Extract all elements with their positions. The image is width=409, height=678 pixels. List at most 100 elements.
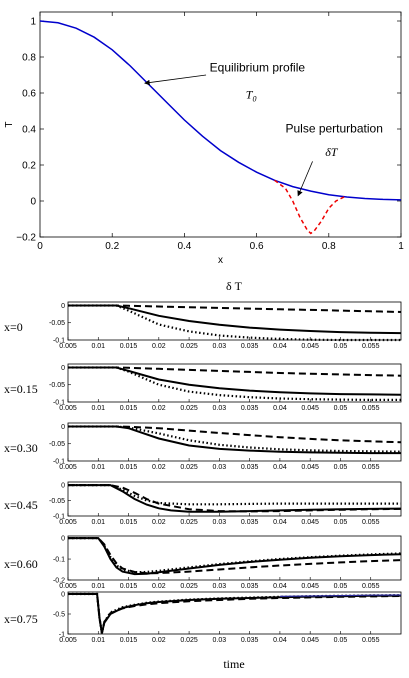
panel-x-tick-label: 0.015 bbox=[120, 405, 138, 412]
panel-y-tick-label: -0.1 bbox=[53, 400, 65, 407]
panel-y-tick-label: -0.05 bbox=[49, 382, 65, 389]
panel-x-tick-label: 0.03 bbox=[213, 583, 227, 590]
panel-x-tick-label: 0.015 bbox=[120, 583, 138, 590]
panel-label: x=0.60 bbox=[4, 557, 38, 571]
annotation-t0: T0 bbox=[246, 87, 257, 103]
panel-x-tick-label: 0.045 bbox=[301, 464, 319, 471]
panel-series-dashed bbox=[68, 593, 401, 634]
panel-label: x=0.45 bbox=[4, 498, 38, 512]
panel-x-tick-label: 0.01 bbox=[91, 637, 105, 644]
x-tick-label: 0.2 bbox=[105, 241, 119, 252]
y-tick-label: 0.8 bbox=[22, 53, 36, 64]
panel-y-tick-label: -1 bbox=[59, 632, 65, 639]
panel-x-tick-label: 0.025 bbox=[180, 637, 198, 644]
panel-label: x=0 bbox=[4, 320, 23, 334]
panel-x-tick-label: 0.02 bbox=[152, 583, 166, 590]
panel-x-tick-label: 0.005 bbox=[59, 405, 77, 412]
equilibrium-profile-chart: 0 0.2 0.4 0.6 0.8 1−0.200.20.40.60.81xTEquili… bbox=[4, 11, 404, 266]
panel-series-solid bbox=[68, 593, 401, 634]
panel-frame bbox=[67, 363, 402, 403]
panel-x-tick-label: 0.055 bbox=[362, 464, 380, 471]
panel-x-tick-label: 0.02 bbox=[152, 519, 166, 526]
panel-series-solid bbox=[68, 425, 401, 455]
panel-x-tick-label: 0.045 bbox=[301, 519, 319, 526]
panel-series-solid-blue bbox=[279, 594, 401, 597]
panel-x-tick-label: 0.01 bbox=[91, 519, 105, 526]
panel-x-tick-label: 0.04 bbox=[273, 519, 287, 526]
panel-x-tick-label: 0.005 bbox=[59, 464, 77, 471]
panel-x-tick-label: 0.03 bbox=[213, 343, 227, 350]
panel-x-tick-label: 0.02 bbox=[152, 637, 166, 644]
panel-series-dotted bbox=[68, 304, 401, 342]
panel-x-tick-label: 0.01 bbox=[91, 583, 105, 590]
panel-x-tick-label: 0.005 bbox=[59, 343, 77, 350]
panel-series-dashed bbox=[68, 537, 401, 575]
panel-x-tick-label: 0.04 bbox=[273, 405, 287, 412]
panel-series-dotted bbox=[68, 536, 401, 574]
panel-series-dashed bbox=[68, 425, 401, 444]
panel-x-tick-label: 0.05 bbox=[334, 519, 348, 526]
panel-x-tick-label: 0.02 bbox=[152, 343, 166, 350]
panel-x-tick-label: 0.04 bbox=[273, 637, 287, 644]
x-axis-label: x bbox=[218, 255, 223, 266]
series-line-equilibrium-profile bbox=[39, 20, 402, 201]
panel-series-dotted bbox=[68, 592, 401, 634]
x-axis-label: time bbox=[223, 657, 244, 671]
panel-y-tick-label: 0 bbox=[61, 424, 65, 431]
panel-x-tick-label: 0.015 bbox=[120, 343, 138, 350]
panel-x-tick-label: 0.05 bbox=[334, 405, 348, 412]
panel-x-tick-label: 0.035 bbox=[241, 519, 259, 526]
panel-y-tick-label: -0.1 bbox=[53, 557, 65, 564]
panel-series-solid bbox=[68, 484, 401, 513]
panel-x-tick-label: 0.055 bbox=[362, 637, 380, 644]
panel-x-tick-label: 0.015 bbox=[120, 637, 138, 644]
panel-x-tick-label: 0.055 bbox=[362, 405, 380, 412]
x-tick-label: 1 bbox=[398, 241, 404, 252]
panel-x-tick-label: 0.005 bbox=[59, 519, 77, 526]
panel-y-tick-label: -0.1 bbox=[53, 514, 65, 521]
panel-y-tick-label: 0 bbox=[61, 365, 65, 372]
panel-x-tick-label: 0.01 bbox=[91, 343, 105, 350]
panel-x-tick-label: 0.005 bbox=[59, 637, 77, 644]
panel-series-dashed bbox=[68, 366, 401, 377]
panel-frame bbox=[67, 301, 402, 341]
panel-y-tick-label: 0 bbox=[61, 303, 65, 310]
panel-label: x=0.15 bbox=[4, 382, 38, 396]
panel-x-tick-label: 0.05 bbox=[334, 464, 348, 471]
panel-y-tick-label: 0 bbox=[61, 536, 65, 543]
panel-x-tick-label: 0.02 bbox=[152, 464, 166, 471]
panel-title: δ T bbox=[226, 279, 243, 293]
panel-x-tick-label: 0.05 bbox=[334, 343, 348, 350]
panel-y-tick-label: 0 bbox=[61, 483, 65, 490]
panel-x-tick-label: 0.055 bbox=[362, 583, 380, 590]
panel-x-tick-label: 0.03 bbox=[213, 464, 227, 471]
panel-y-tick-label: -0.5 bbox=[53, 612, 65, 619]
panel-x-tick-label: 0.055 bbox=[362, 519, 380, 526]
panel-label: x=0.30 bbox=[4, 441, 38, 455]
panel-x-tick-label: 0.045 bbox=[301, 583, 319, 590]
panel-y-tick-label: -0.05 bbox=[49, 320, 65, 327]
panel-x-tick-label: 0.01 bbox=[91, 464, 105, 471]
y-axis-label: T bbox=[4, 121, 15, 127]
panel-y-tick-label: -0.2 bbox=[53, 578, 65, 585]
panel-x-tick-label: 0.02 bbox=[152, 405, 166, 412]
panel-series-solid bbox=[68, 366, 401, 396]
panel-x-tick-label: 0.005 bbox=[59, 583, 77, 590]
x-tick-label: 0.6 bbox=[250, 241, 264, 252]
x-tick-label: 0.8 bbox=[322, 241, 336, 252]
annotation-delta-t: δT bbox=[325, 145, 339, 159]
delta-t-time-series-panels: δ T 0.005 0.01 0.015 0.02 0.025 0.03 0.035 0.04 0… bbox=[4, 279, 402, 671]
panel-x-tick-label: 0.025 bbox=[180, 519, 198, 526]
panel-series-solid bbox=[68, 304, 401, 335]
x-tick-label: 0.4 bbox=[177, 241, 191, 252]
panel-x-tick-label: 0.03 bbox=[213, 637, 227, 644]
annotation-pulse-perturbation: Pulse perturbation bbox=[285, 122, 382, 136]
panel-x-tick-label: 0.04 bbox=[273, 583, 287, 590]
panel-x-tick-label: 0.025 bbox=[180, 464, 198, 471]
panel-x-tick-label: 0.03 bbox=[213, 405, 227, 412]
panel-x-tick-label: 0.035 bbox=[241, 637, 259, 644]
y-tick-label: 0.2 bbox=[22, 161, 36, 172]
y-tick-label: −0.2 bbox=[16, 233, 36, 244]
y-tick-label: 0 bbox=[30, 197, 36, 208]
panel-x-tick-label: 0.025 bbox=[180, 405, 198, 412]
